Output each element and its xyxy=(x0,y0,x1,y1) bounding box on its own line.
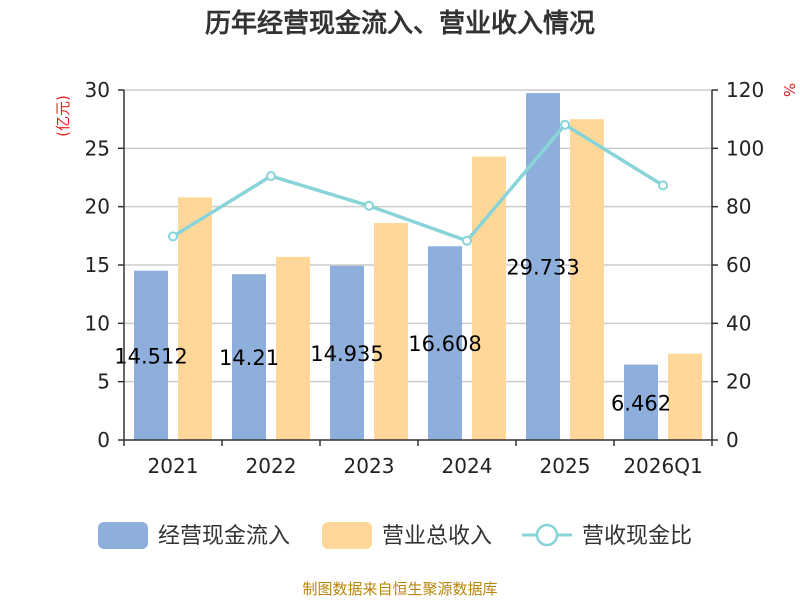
left-tick-label: 10 xyxy=(85,311,110,335)
bar xyxy=(570,119,604,441)
bar-value-labels: 14.512 14.21 14.935 16.608 29.733 6.462 xyxy=(114,256,671,416)
bar xyxy=(374,223,408,440)
x-tick-label: 2025 xyxy=(540,454,591,478)
bar xyxy=(134,270,168,440)
x-tick-label: 2024 xyxy=(442,454,493,478)
right-tick-label: 80 xyxy=(726,195,751,219)
bar-value-label: 14.935 xyxy=(310,342,383,366)
bar-value-label: 14.21 xyxy=(219,346,279,370)
left-tick-label: 25 xyxy=(85,136,110,160)
x-tick-label: 2023 xyxy=(344,454,395,478)
right-tick-label: 20 xyxy=(726,370,751,394)
bar xyxy=(330,265,364,440)
left-tick-label: 15 xyxy=(85,253,110,277)
ratio-point xyxy=(560,119,570,130)
bar xyxy=(178,197,212,440)
bars xyxy=(134,93,702,441)
bar-value-label: 6.462 xyxy=(611,391,671,415)
legend-marker xyxy=(535,523,559,547)
ratio-point xyxy=(364,200,374,211)
legend: 经营现金流入 营业总收入 营收现金比 xyxy=(98,522,692,549)
chart-title: 历年经营现金流入、营业收入情况 xyxy=(205,8,595,39)
right-tick-label: 40 xyxy=(726,311,751,335)
legend-label: 营收现金比 xyxy=(582,524,692,549)
left-tick-label: 5 xyxy=(97,370,110,394)
ratio-point xyxy=(462,235,472,246)
legend-label: 经营现金流入 xyxy=(158,524,290,549)
bar xyxy=(624,364,658,440)
left-tick-label: 0 xyxy=(97,428,110,452)
legend-swatch xyxy=(98,522,148,549)
ratio-line-path xyxy=(172,122,664,243)
x-tick-label: 2021 xyxy=(148,454,199,478)
data-source: 制图数据来自恒生聚源数据库 xyxy=(302,580,497,598)
bar-value-label: 14.512 xyxy=(114,344,187,368)
legend-label: 营业总收入 xyxy=(382,524,492,549)
left-axis-unit: (亿元) xyxy=(54,95,72,137)
right-tick-label: 60 xyxy=(726,253,751,277)
bar xyxy=(428,246,462,440)
bar xyxy=(668,353,702,440)
ratio-point xyxy=(658,180,668,191)
ratio-point xyxy=(266,171,276,182)
right-tick-label: 100 xyxy=(726,136,764,160)
bar xyxy=(232,274,266,440)
left-tick-label: 30 xyxy=(85,78,110,102)
bar-value-label: 29.733 xyxy=(506,256,579,280)
left-tick-label: 20 xyxy=(85,195,110,219)
x-tick-label: 2026Q1 xyxy=(623,454,702,478)
right-tick-label: 0 xyxy=(726,428,739,452)
x-tick-label: 2022 xyxy=(246,454,297,478)
bar xyxy=(276,256,310,440)
right-tick-label: 120 xyxy=(726,78,764,102)
right-axis-unit: % xyxy=(780,83,798,97)
legend-swatch xyxy=(322,522,372,549)
ratio-line xyxy=(168,119,668,246)
bar-value-label: 16.608 xyxy=(408,332,481,356)
ratio-point xyxy=(168,231,178,242)
